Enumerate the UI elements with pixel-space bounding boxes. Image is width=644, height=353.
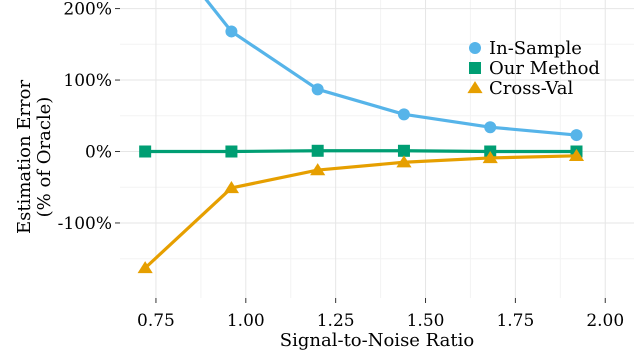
axes: 0.75 1.00 1.25 1.50 1.75 2.00 200% 100% 0% -100% — [58, 0, 625, 331]
x-tick-label: 1.25 — [317, 311, 355, 331]
data-point — [223, 181, 240, 194]
x-tick-label: 1.00 — [227, 311, 265, 331]
data-point — [310, 163, 326, 176]
data-point — [311, 83, 324, 96]
series — [137, 0, 585, 274]
legend-label: Our Method — [489, 58, 600, 79]
x-tick-label: 0.75 — [137, 311, 175, 331]
y-tick-label: -100% — [58, 214, 112, 234]
data-point — [225, 145, 238, 158]
data-point — [225, 25, 238, 38]
legend-label: In-Sample — [489, 38, 582, 59]
legend-label: Cross-Val — [489, 78, 574, 99]
series-line — [143, 149, 579, 154]
legend-marker — [469, 62, 481, 74]
y-axis-title-line-2: (% of Oracle) — [34, 97, 55, 218]
data-point — [397, 144, 410, 157]
series-line — [204, 0, 579, 137]
data-point — [396, 155, 412, 168]
data-point — [397, 108, 410, 121]
y-axis-title-line-1: Estimation Error — [14, 80, 35, 234]
x-axis-title: Signal-to-Noise Ratio — [280, 330, 474, 351]
data-point — [139, 145, 152, 158]
data-point — [484, 121, 497, 134]
data-point — [482, 151, 498, 164]
y-tick-label: 100% — [63, 71, 112, 91]
data-point — [137, 261, 153, 274]
legend-marker — [469, 42, 481, 54]
data-point — [570, 129, 583, 142]
x-tick-label: 1.50 — [407, 311, 445, 331]
legend-marker — [467, 81, 483, 94]
y-tick-label: 200% — [63, 0, 112, 20]
series-line — [143, 154, 579, 270]
axis-titles: Signal-to-Noise Ratio Estimation Error (… — [14, 80, 474, 351]
x-tick-label: 1.75 — [496, 311, 534, 331]
data-point — [568, 148, 585, 161]
data-point — [311, 144, 324, 157]
x-tick-label: 2.00 — [586, 311, 624, 331]
y-tick-label: 0% — [85, 143, 112, 163]
